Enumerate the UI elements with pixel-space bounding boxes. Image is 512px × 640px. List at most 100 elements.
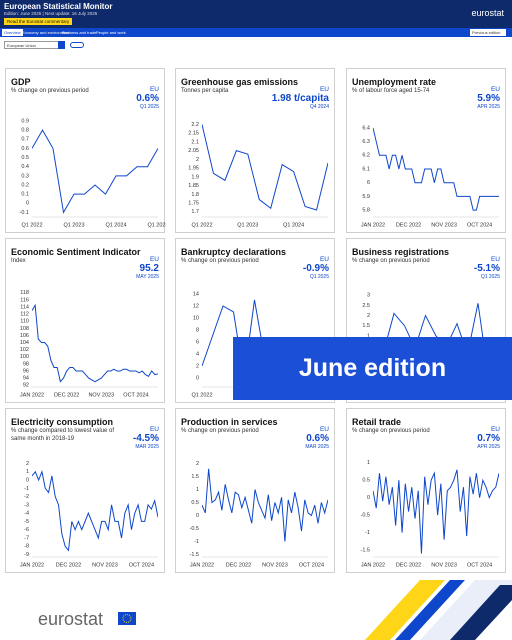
y-tick-label: 1 bbox=[196, 487, 199, 493]
y-tick-label: 0.6 bbox=[21, 146, 29, 152]
y-tick-label: -8 bbox=[24, 544, 29, 550]
x-tick-label: Q1 2024 bbox=[105, 222, 126, 228]
y-tick-label: 116 bbox=[20, 297, 29, 303]
select-button[interactable] bbox=[58, 41, 65, 49]
series-line bbox=[32, 470, 158, 552]
region: EU bbox=[319, 426, 329, 433]
series-line bbox=[32, 303, 158, 383]
plot: -0.1 0 0.1 0.2 0.3 0.4 0.5 0.6 0.7 0.8 0.9 Q1 2022 Q… bbox=[20, 118, 166, 228]
chart-card: Economic Sentiment Indicator Index EU 95.2 M… bbox=[5, 238, 165, 403]
nav-tab[interactable]: Overview bbox=[2, 29, 23, 36]
y-tick-label: -2 bbox=[24, 494, 29, 500]
x-tick-label: OCT 2024 bbox=[123, 392, 148, 398]
y-tick-label: 108 bbox=[20, 326, 29, 332]
region: EU bbox=[149, 256, 159, 263]
y-tick-label: 1.9 bbox=[191, 174, 199, 180]
commentary-button[interactable]: Read the Eurostat commentary bbox=[4, 18, 73, 25]
y-tick-label: 2.15 bbox=[188, 131, 199, 137]
chart-title: Greenhouse gas emissions bbox=[181, 77, 299, 87]
y-tick-label: 6.2 bbox=[362, 153, 370, 159]
y-tick-label: 5.8 bbox=[362, 208, 370, 214]
edition-banner: June edition bbox=[233, 337, 512, 400]
x-tick-label: Q1 2022 bbox=[21, 222, 42, 228]
plot: 1.7 1.75 1.8 1.85 1.9 1.95 2 2.05 2.1 2.15 2.2 Q1 2… bbox=[188, 122, 328, 228]
plot: -1.5 -1 -0.5 0 0.5 1 JAN 2022 DEC 2022 NOV 2023 O… bbox=[361, 460, 499, 568]
series-line bbox=[373, 127, 499, 211]
region: EU bbox=[490, 426, 500, 433]
headline-value: 0.7% bbox=[477, 433, 500, 444]
y-tick-label: 2 bbox=[196, 363, 199, 369]
chart-title: Business registrations bbox=[352, 247, 450, 257]
region: EU bbox=[149, 426, 159, 433]
chart-subtitle: % change on previous period bbox=[181, 258, 259, 264]
y-tick-label: 2 bbox=[196, 461, 199, 467]
y-tick-label: 8 bbox=[196, 327, 199, 333]
period: Q1 2025 bbox=[480, 274, 500, 280]
headline-box: EU 1.98 t/capita Q4 2024 bbox=[272, 86, 329, 110]
y-tick-label: 6.1 bbox=[362, 166, 370, 172]
stripe bbox=[365, 580, 445, 640]
period: APR 2025 bbox=[477, 444, 500, 450]
y-tick-label: 1.85 bbox=[188, 183, 199, 189]
y-tick-label: 2 bbox=[367, 313, 370, 319]
series-line bbox=[373, 303, 491, 387]
y-tick-label: -5 bbox=[24, 519, 29, 525]
y-tick-label: 2.5 bbox=[362, 303, 370, 309]
y-tick-label: 118 bbox=[20, 290, 29, 296]
x-tick-label: OCT 2024 bbox=[299, 562, 324, 568]
edition-dropdown[interactable]: Previous edition bbox=[470, 29, 506, 36]
y-tick-label: 94 bbox=[23, 376, 29, 382]
series-line bbox=[202, 124, 328, 211]
chart-title: Unemployment rate bbox=[352, 77, 437, 87]
y-tick-label: -6 bbox=[24, 527, 29, 533]
x-tick-label: NOV 2023 bbox=[88, 392, 114, 398]
x-tick-label: JAN 2022 bbox=[190, 562, 214, 568]
chart-subtitle: % change on previous period bbox=[11, 88, 89, 94]
y-tick-label: 0.5 bbox=[362, 478, 370, 484]
toggle[interactable] bbox=[70, 42, 84, 48]
header-edition: Edition: June 2025 | Next update: 16 Jul… bbox=[4, 11, 98, 16]
y-tick-label: 0 bbox=[26, 477, 29, 483]
nav-tab[interactable]: Economy and environment bbox=[22, 30, 70, 35]
x-tick-label: DEC 2022 bbox=[396, 222, 421, 228]
y-tick-label: 92 bbox=[23, 383, 29, 389]
y-tick-label: 1.8 bbox=[191, 192, 199, 198]
period: APR 2025 bbox=[477, 104, 500, 110]
y-tick-label: 10 bbox=[193, 315, 199, 321]
headline-box: EU 95.2 MAY 2025 bbox=[136, 256, 159, 280]
y-tick-label: 102 bbox=[20, 347, 29, 353]
y-tick-label: 112 bbox=[20, 312, 29, 318]
chart-subtitle: Tonnes per capita bbox=[181, 88, 229, 94]
country-select[interactable]: European Union bbox=[4, 41, 62, 49]
period: MAR 2025 bbox=[305, 444, 329, 450]
y-tick-label: 104 bbox=[20, 340, 29, 346]
plot: -9 -8 -7 -6 -5 -4 -3 -2 -1 0 1 2 JAN 2022 DEC 2022 NOV… bbox=[20, 461, 158, 568]
x-tick-label: Q1 2023 bbox=[237, 222, 258, 228]
nav-tab[interactable]: Business and trade bbox=[62, 30, 97, 35]
y-tick-label: 0 bbox=[367, 495, 370, 501]
y-tick-label: 0 bbox=[26, 201, 29, 207]
y-tick-label: 2 bbox=[196, 157, 199, 163]
chart-subtitle: % change on previous period bbox=[352, 428, 430, 434]
y-tick-label: 0.1 bbox=[21, 192, 29, 198]
y-tick-label: -0.5 bbox=[361, 513, 370, 519]
y-tick-label: 2.2 bbox=[191, 122, 199, 128]
x-tick-label: OCT 2024 bbox=[467, 562, 492, 568]
y-tick-label: 6.4 bbox=[362, 125, 370, 131]
y-tick-label: 0.9 bbox=[21, 118, 29, 124]
region: EU bbox=[319, 86, 329, 93]
region: EU bbox=[319, 256, 329, 263]
chart-subtitle: % of labour force aged 15-74 bbox=[352, 88, 430, 94]
x-tick-label: Q1 2024 bbox=[283, 222, 304, 228]
nav-tab[interactable]: People and work bbox=[96, 30, 126, 35]
y-tick-label: 4 bbox=[196, 351, 199, 357]
headline-value: -4.5% bbox=[132, 433, 159, 444]
x-tick-label: JAN 2022 bbox=[361, 562, 385, 568]
y-tick-label: -3 bbox=[24, 502, 29, 508]
y-tick-label: 1.5 bbox=[191, 474, 199, 480]
stripe bbox=[420, 580, 512, 640]
headline-value: 95.2 bbox=[139, 263, 159, 274]
headline-box: EU -5.1% Q1 2025 bbox=[474, 256, 500, 280]
y-tick-label: 12 bbox=[193, 303, 199, 309]
footer bbox=[118, 580, 512, 640]
